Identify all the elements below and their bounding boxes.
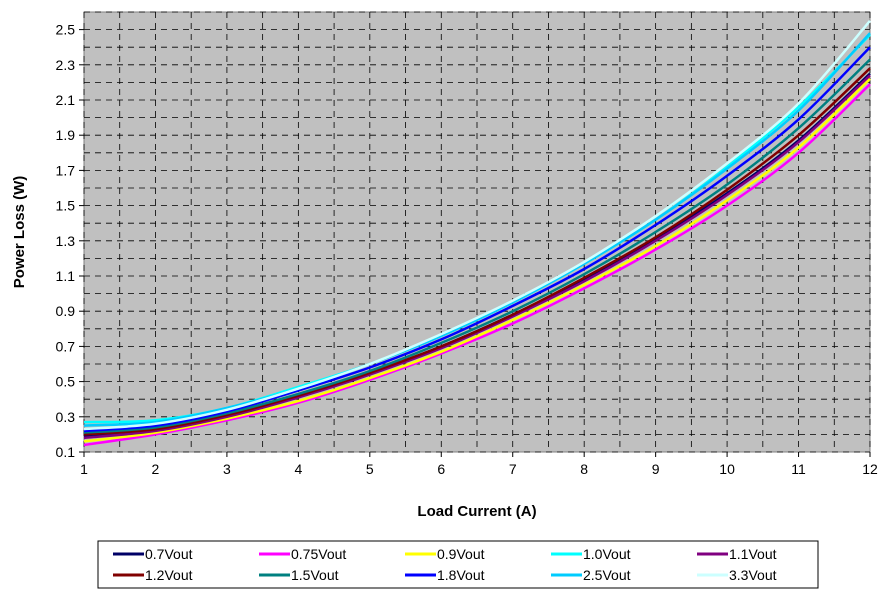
x-tick-label: 1 <box>80 461 88 477</box>
y-tick-label: 1.3 <box>56 233 76 249</box>
series-line <box>83 46 871 433</box>
x-tick-label: 9 <box>652 461 660 477</box>
legend-label: 1.0Vout <box>583 546 631 562</box>
x-tick-label: 10 <box>719 461 735 477</box>
x-tick-label: 2 <box>152 461 160 477</box>
series-line <box>83 32 871 427</box>
x-tick-label: 5 <box>366 461 374 477</box>
y-tick-label: 2.3 <box>56 57 76 73</box>
series-line <box>83 74 871 440</box>
y-axis-title: Power Loss (W) <box>11 176 28 289</box>
y-tick-label: 0.1 <box>56 444 76 460</box>
series-line <box>83 83 871 447</box>
legend-label: 0.75Vout <box>291 546 346 562</box>
y-tick-label: 0.9 <box>56 303 76 319</box>
legend-box <box>97 540 819 589</box>
x-tick-label: 6 <box>437 461 445 477</box>
series-lines <box>83 19 871 447</box>
series-line <box>83 58 871 434</box>
x-tick-label: 7 <box>509 461 517 477</box>
series-line <box>83 19 871 431</box>
legend-label: 1.2Vout <box>145 567 193 583</box>
x-tick-labels: 1 2 3 4 5 6 7 8 9 10 11 12 <box>80 452 878 477</box>
legend-label: 1.1Vout <box>729 546 777 562</box>
legend-label: 0.7Vout <box>145 546 193 562</box>
y-tick-labels: 0.1 0.3 0.5 0.7 0.9 1.1 1.3 1.5 1.7 1.9 2.1 2.3 2.5 <box>56 22 84 460</box>
legend-label: 3.3Vout <box>729 567 777 583</box>
y-tick-label: 2.1 <box>56 92 76 108</box>
x-axis-title: Load Current (A) <box>417 503 536 520</box>
y-tick-label: 1.1 <box>56 268 76 284</box>
legend-label: 1.5Vout <box>291 567 339 583</box>
legend-label: 0.9Vout <box>437 546 485 562</box>
x-tick-label: 12 <box>862 461 878 477</box>
legend: 0.7Vout 0.75Vout 0.9Vout 1.0Vout 1.1Vout 1.2V… <box>113 546 777 583</box>
x-tick-label: 11 <box>791 461 806 477</box>
x-tick-label: 4 <box>294 461 302 477</box>
x-tick-label: 3 <box>223 461 231 477</box>
x-tick-label: 8 <box>580 461 588 477</box>
y-tick-label: 2.5 <box>56 22 76 38</box>
series-line <box>83 77 871 443</box>
y-tick-label: 0.3 <box>56 409 76 425</box>
legend-label: 2.5Vout <box>583 567 631 583</box>
y-tick-label: 0.5 <box>56 374 76 390</box>
y-tick-label: 1.7 <box>56 162 76 178</box>
y-tick-label: 0.7 <box>56 338 76 354</box>
series-line <box>83 67 871 436</box>
y-tick-label: 1.5 <box>56 198 76 214</box>
legend-label: 1.8Vout <box>437 567 485 583</box>
y-tick-label: 1.9 <box>56 127 76 143</box>
